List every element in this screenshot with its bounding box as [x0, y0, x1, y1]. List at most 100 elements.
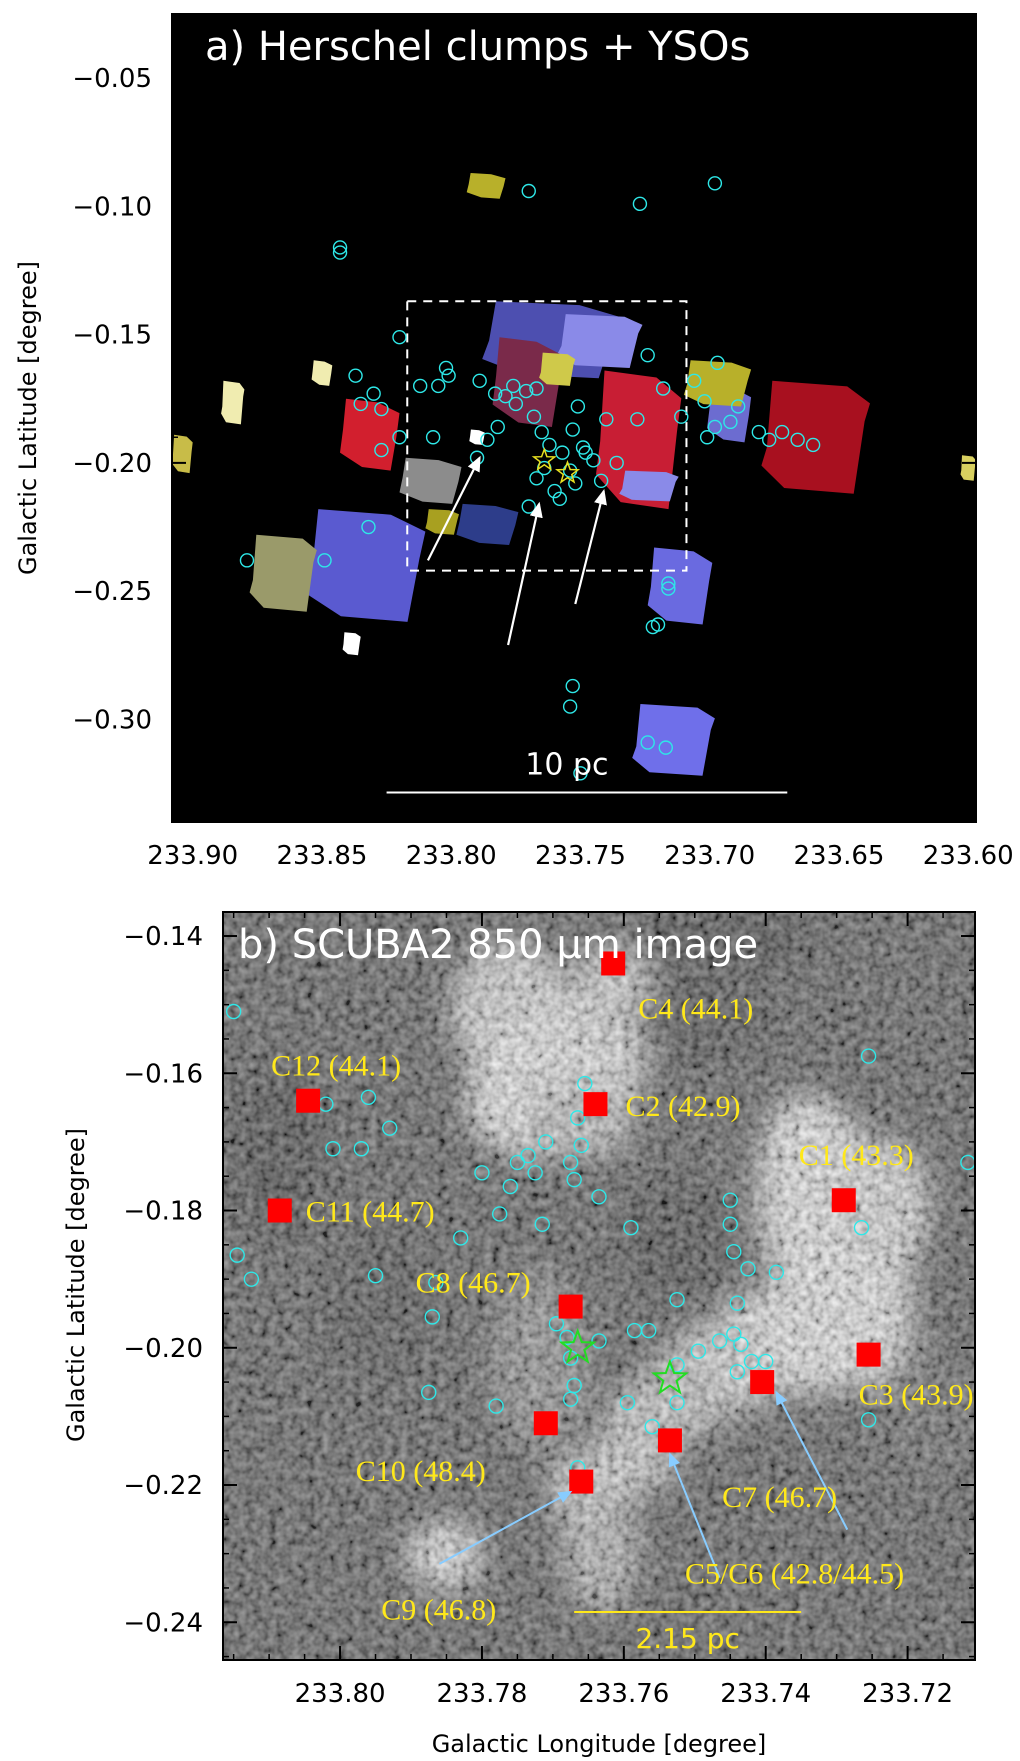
yso-marker [474, 1165, 490, 1181]
herschel-clump [539, 352, 576, 386]
yso-marker [722, 1216, 738, 1232]
panel-b-y-axis-label: Galactic Latitude [degree] [62, 1128, 90, 1442]
yso-marker [575, 440, 591, 455]
yso-marker [332, 240, 348, 255]
yso-marker [559, 1329, 575, 1346]
yso-marker [723, 414, 738, 430]
yso-marker [623, 1219, 639, 1236]
yso-marker [506, 378, 521, 394]
yso-marker [860, 1048, 877, 1064]
yso-marker [726, 1326, 742, 1342]
core-label: C4 (44.1) [638, 992, 753, 1025]
yso-marker [520, 1147, 536, 1164]
y-tick-label: −0.15 [72, 321, 152, 351]
arrow [775, 1390, 849, 1531]
y-tick-label: −0.14 [123, 922, 203, 952]
herschel-clump [761, 380, 870, 494]
core-marker [583, 1092, 608, 1117]
yso-marker [441, 368, 456, 383]
yso-marker [317, 553, 332, 568]
yso-marker [661, 576, 676, 591]
yso-marker [707, 419, 723, 435]
panel-a-star-markers [531, 447, 581, 484]
yso-marker [392, 330, 407, 345]
yso-marker [366, 386, 381, 401]
herschel-clump [557, 314, 643, 368]
x-tick-label: 233.76 [578, 1679, 669, 1709]
yso-marker [529, 381, 544, 396]
yso-marker [353, 1141, 370, 1157]
yso-marker [568, 476, 583, 491]
yso-marker [480, 432, 495, 448]
core-label: C11 (44.7) [306, 1196, 435, 1229]
yso-marker [361, 519, 376, 535]
star-marker [558, 1327, 597, 1364]
yso-marker [630, 412, 645, 427]
x-tick-label: 233.75 [535, 841, 626, 871]
yso-marker [591, 1333, 607, 1349]
yso-marker [790, 432, 805, 448]
x-tick-label: 233.78 [436, 1679, 527, 1709]
yso-marker [508, 396, 524, 412]
y-tick-label: −0.24 [123, 1608, 203, 1638]
yso-marker [768, 1264, 785, 1280]
yso-marker [726, 1243, 742, 1260]
yso-marker [374, 442, 389, 458]
panel-b-core-labels: C1 (43.3) C2 (42.9) C3 (43.9) C4 (44.1) C5/C… [271, 992, 973, 1626]
herschel-clump [399, 457, 462, 504]
arrow [507, 501, 543, 646]
yso-marker [570, 399, 586, 414]
x-tick-label: 233.65 [793, 841, 884, 871]
panel-a-arrows [426, 455, 607, 646]
star-marker [651, 1358, 689, 1395]
yso-marker [452, 1230, 469, 1246]
yso-marker [655, 381, 671, 396]
herschel-clump [632, 704, 715, 776]
herschel-clump [306, 509, 426, 622]
yso-marker [332, 245, 348, 260]
yso-marker [699, 430, 715, 445]
star-marker [531, 447, 557, 472]
yso-marker [573, 766, 588, 781]
yso-marker [710, 355, 725, 371]
yso-marker [853, 1219, 870, 1236]
yso-marker [498, 388, 513, 404]
panel-a-scale-bar-label: 10 pc [525, 748, 608, 783]
yso-marker [565, 678, 580, 694]
panel-b-star-markers [558, 1327, 689, 1395]
x-tick-label: 233.60 [923, 841, 1014, 871]
yso-marker [650, 617, 666, 632]
yso-marker [472, 373, 487, 389]
yso-marker [690, 1343, 707, 1359]
core-label: C1 (43.3) [799, 1139, 914, 1172]
yso-marker [758, 1353, 774, 1370]
arrow [426, 455, 481, 561]
herschel-clump [647, 547, 713, 625]
panel-a-title: a) Herschel clumps + YSOs [205, 24, 750, 70]
y-tick-label: −0.25 [72, 577, 152, 607]
herschel-clump [172, 434, 193, 474]
panel-a-clumps [172, 173, 976, 776]
yso-marker [428, 1274, 444, 1291]
yso-marker [490, 419, 505, 435]
x-tick-label: 233.80 [406, 841, 497, 871]
panel-a-y-axis-label: Galactic Latitude [degree] [14, 261, 42, 575]
core-label: C5/C6 (42.8/44.5) [685, 1557, 904, 1590]
core-label: C9 (46.8) [381, 1594, 496, 1627]
yso-marker [509, 1154, 526, 1171]
core-label: C2 (42.9) [625, 1090, 740, 1123]
y-tick-label: −0.22 [123, 1471, 203, 1501]
yso-marker [860, 1412, 877, 1428]
yso-marker [619, 1394, 636, 1411]
y-tick-label: −0.16 [123, 1059, 203, 1089]
yso-marker [542, 437, 557, 453]
yso-marker [644, 1418, 660, 1435]
yso-marker [225, 1003, 242, 1020]
yso-marker [674, 409, 689, 424]
yso-marker [360, 1089, 377, 1105]
yso-marker [552, 491, 567, 506]
panel-b-ticks: 233.80 233.78 233.76 233.74 233.72 −0.14 −0.16… [123, 912, 975, 1709]
core-label: C7 (46.7) [722, 1481, 837, 1514]
panel-a: 10 pc 233.90 233.85 233.80 233.75 233.70 233.… [14, 13, 1014, 871]
yso-marker [761, 432, 777, 448]
